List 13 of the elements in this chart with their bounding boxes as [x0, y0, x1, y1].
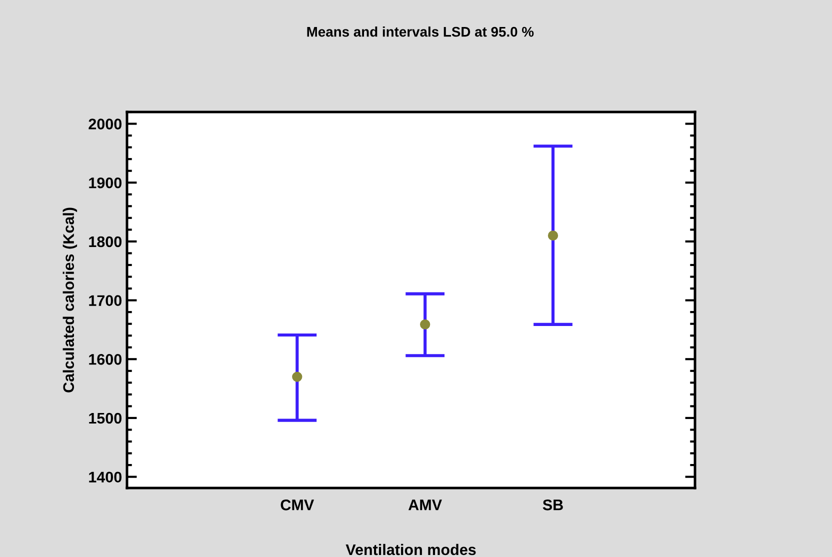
y-tick-label: 1400 — [89, 472, 122, 483]
y-tick-label: 1800 — [89, 236, 122, 248]
y-tick-label: 1500 — [89, 412, 122, 424]
x-tick-label: SB — [542, 500, 563, 510]
y-tick-label: 1900 — [89, 177, 122, 188]
y-tick-label: 1600 — [89, 354, 122, 365]
y-tick-label: 1700 — [89, 295, 122, 306]
x-tick-label: CMV — [280, 500, 314, 510]
chart-title: Means and intervals LSD at 95.0 % — [307, 26, 534, 37]
x-tick-label: AMV — [408, 500, 442, 510]
y-tick-label: 2000 — [88, 118, 122, 130]
x-axis-title: Ventilation modes — [346, 544, 476, 556]
y-axis-title: Calculated calories (Kcal) — [62, 208, 78, 392]
